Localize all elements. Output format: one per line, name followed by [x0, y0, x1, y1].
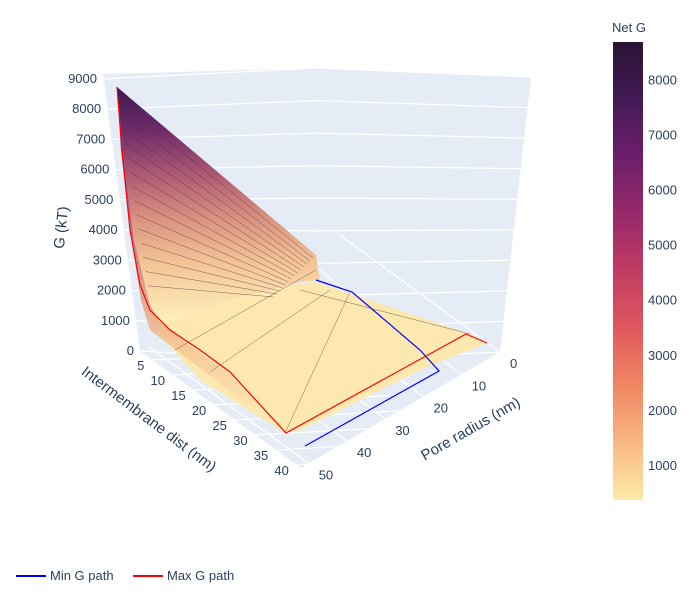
- y-gridline: [339, 234, 501, 353]
- colorbar-tick-label: 4000: [648, 293, 677, 308]
- colorbar: Net G 1000 2000 3000 4000 5000 6000 7000 8000: [612, 20, 677, 500]
- surface-ramp-front: [117, 87, 285, 433]
- x-tick-label: 20: [192, 403, 206, 418]
- z-tick-label: 1000: [101, 313, 130, 328]
- y-tick-label: 50: [319, 468, 333, 483]
- x-tick-label: 10: [151, 373, 165, 388]
- z-gridline: [102, 67, 532, 80]
- x-tick-label: 25: [212, 418, 226, 433]
- legend-item-min-g[interactable]: Min G path: [16, 568, 114, 583]
- z-tick-label: 9000: [68, 71, 97, 86]
- surface-contour: [299, 289, 471, 335]
- y-tick-label: 40: [357, 445, 371, 460]
- y-gridline: [148, 346, 310, 464]
- min-g-path-line[interactable]: [304, 279, 440, 447]
- y-tick-label: 30: [395, 423, 409, 438]
- surface-contour: [119, 101, 314, 259]
- z-tick-label: 8000: [72, 101, 101, 116]
- colorbar-ticks: 1000 2000 3000 4000 5000 6000 7000 8000: [648, 73, 677, 473]
- surface-contours: [119, 101, 471, 434]
- z-tick-label: 0: [127, 343, 134, 358]
- colorbar-tick-label: 7000: [648, 128, 677, 143]
- legend-item-max-g[interactable]: Max G path: [133, 568, 234, 583]
- surface-contour: [284, 291, 351, 434]
- surface-contour: [134, 200, 292, 280]
- x-gridline: [296, 453, 481, 466]
- scene-3d[interactable]: 0 1000 2000 3000 4000 5000 6000 7000 8000 9000 G …: [51, 67, 532, 483]
- colorbar-tick-label: 3000: [648, 348, 677, 363]
- y-axis-ticks: 0 10 20 30 40 50: [319, 356, 518, 483]
- colorbar-tick-label: 1000: [648, 458, 677, 473]
- z-tick-label: 5000: [84, 192, 113, 207]
- colorbar-tick-label: 6000: [648, 183, 677, 198]
- z-axis-title: G (kT): [51, 206, 72, 250]
- z-tick-label: 7000: [76, 131, 105, 146]
- surface-contour: [121, 115, 311, 262]
- colorbar-title: Net G: [612, 20, 646, 35]
- surface-contour: [174, 269, 317, 351]
- surface-contour: [130, 171, 298, 274]
- x-tick-label: 5: [137, 358, 144, 373]
- x-gridline: [276, 438, 461, 451]
- colorbar-tick-label: 2000: [648, 403, 677, 418]
- z-gridline: [111, 132, 525, 141]
- x-axis-ticks: 5 10 15 20 25 30 35 40: [137, 358, 289, 478]
- surface-contour: [145, 271, 277, 295]
- z-tick-label: 4000: [89, 222, 118, 237]
- surface-floor: [150, 282, 487, 433]
- legend[interactable]: Min G path Max G path: [16, 568, 234, 583]
- x-tick-label: 15: [171, 388, 185, 403]
- surface-contour: [147, 285, 274, 298]
- surface-contour: [125, 143, 304, 268]
- x-tick-label: 30: [233, 433, 247, 448]
- z-tick-label: 6000: [80, 162, 109, 177]
- z-axis-ticks: 0 1000 2000 3000 4000 5000 6000 7000 8000 9000: [68, 71, 134, 358]
- surface-contour: [132, 186, 295, 277]
- surface-contour: [136, 214, 289, 283]
- y-tick-label: 0: [510, 356, 517, 371]
- colorbar-tick-label: 5000: [648, 238, 677, 253]
- z-tick-label: 2000: [97, 283, 126, 298]
- back-wall-right: [316, 68, 531, 361]
- y-tick-label: 10: [472, 378, 486, 393]
- surface-contour: [141, 242, 283, 289]
- z-gridline: [107, 99, 528, 110]
- colorbar-tick-label: 8000: [648, 73, 677, 88]
- surface-contour: [123, 129, 308, 265]
- colorbar-ramp: [613, 42, 643, 500]
- z-tick-label: 3000: [93, 252, 122, 267]
- surface-contour: [138, 228, 286, 286]
- legend-label-min-g: Min G path: [50, 568, 114, 583]
- surface-contour: [127, 157, 301, 271]
- x-tick-label: 35: [254, 448, 268, 463]
- surface-contour: [143, 257, 280, 292]
- x-tick-label: 40: [274, 463, 288, 478]
- y-tick-label: 20: [434, 401, 448, 416]
- max-g-path-line[interactable]: [116, 86, 488, 434]
- legend-label-max-g: Max G path: [167, 568, 234, 583]
- surface-contour: [209, 289, 331, 373]
